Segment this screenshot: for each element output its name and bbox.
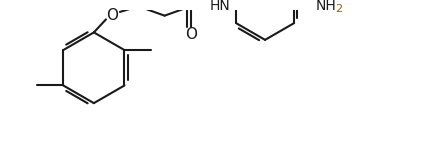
Text: O: O: [184, 27, 197, 42]
Text: NH: NH: [315, 0, 336, 13]
Text: O: O: [107, 8, 119, 23]
Text: 2: 2: [335, 4, 342, 14]
Text: HN: HN: [210, 0, 231, 13]
